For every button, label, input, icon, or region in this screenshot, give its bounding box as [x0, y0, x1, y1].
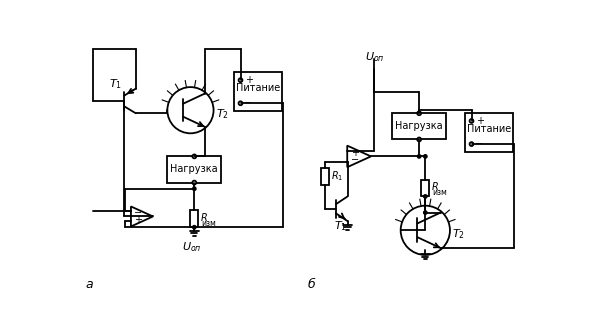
- Text: Нагрузка: Нагрузка: [170, 164, 218, 174]
- Circle shape: [239, 78, 242, 82]
- Circle shape: [193, 226, 196, 229]
- Text: изм: изм: [432, 188, 447, 197]
- Text: $R$: $R$: [200, 211, 208, 223]
- Text: $R_1$: $R_1$: [331, 170, 343, 183]
- Polygon shape: [131, 206, 153, 226]
- Text: $U_{оп}$: $U_{оп}$: [365, 50, 385, 64]
- Bar: [466, 113, 513, 152]
- Text: $R$: $R$: [431, 180, 439, 193]
- Text: изм: изм: [201, 219, 216, 228]
- Circle shape: [193, 187, 196, 191]
- Text: $T_2$: $T_2$: [452, 227, 465, 241]
- Bar: [322, 168, 329, 185]
- Polygon shape: [347, 146, 371, 167]
- Circle shape: [470, 142, 473, 146]
- Circle shape: [424, 211, 427, 214]
- Text: −: −: [475, 139, 484, 149]
- Text: $T_1$: $T_1$: [334, 219, 347, 233]
- Circle shape: [193, 154, 196, 158]
- Text: $U_{оп}$: $U_{оп}$: [182, 240, 202, 254]
- Circle shape: [417, 137, 421, 141]
- Circle shape: [193, 181, 196, 185]
- Circle shape: [401, 206, 450, 255]
- Circle shape: [418, 155, 421, 158]
- Circle shape: [167, 87, 214, 133]
- Text: −: −: [351, 155, 359, 165]
- Text: +: +: [476, 116, 484, 126]
- Circle shape: [424, 155, 427, 158]
- Circle shape: [239, 101, 242, 105]
- Circle shape: [470, 119, 473, 123]
- Text: −: −: [134, 208, 142, 218]
- Text: б: б: [308, 278, 315, 291]
- Bar: [392, 113, 446, 139]
- Bar: [190, 210, 198, 227]
- Text: Питание: Питание: [236, 83, 280, 93]
- Text: +: +: [351, 148, 359, 157]
- Text: $T_2$: $T_2$: [216, 107, 229, 121]
- Circle shape: [424, 195, 427, 198]
- Text: Нагрузка: Нагрузка: [395, 121, 443, 132]
- Text: $T_1$: $T_1$: [109, 77, 122, 91]
- Circle shape: [417, 111, 421, 115]
- Text: −: −: [244, 98, 253, 108]
- Bar: [235, 72, 282, 111]
- Bar: [421, 179, 429, 196]
- Text: Питание: Питание: [467, 124, 511, 134]
- Text: +: +: [134, 215, 142, 225]
- Text: а: а: [86, 278, 94, 291]
- Text: +: +: [245, 75, 253, 85]
- Bar: [167, 156, 221, 183]
